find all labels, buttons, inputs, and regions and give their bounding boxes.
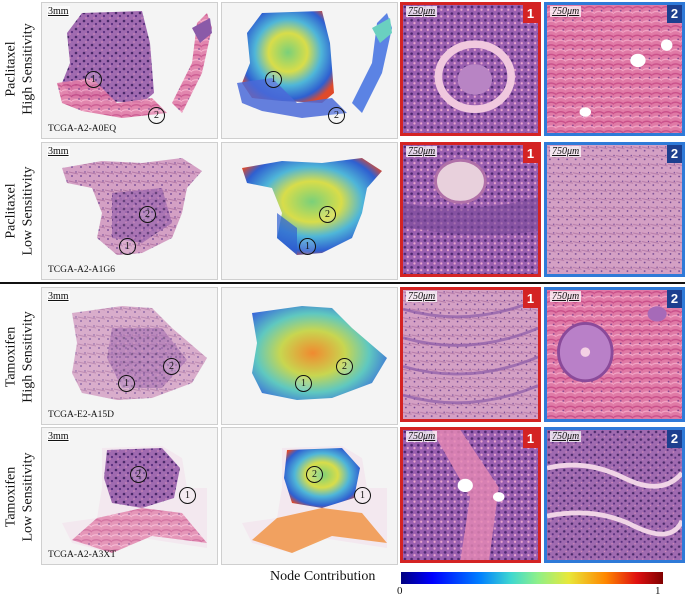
region-marker-1: 1 bbox=[299, 238, 316, 255]
tissue-shape bbox=[62, 446, 207, 553]
region-badge-1: 1 bbox=[523, 430, 538, 448]
region-badge-2: 2 bbox=[667, 5, 682, 23]
wsi-he-slide: 3mm 2 1 TCGA-A2-A1G6 bbox=[41, 142, 218, 280]
region-marker-2: 2 bbox=[163, 358, 180, 375]
region-marker-2: 2 bbox=[148, 107, 165, 124]
tissue-patch bbox=[403, 290, 538, 419]
region-badge-2: 2 bbox=[667, 430, 682, 448]
patch-scale: 750μm bbox=[550, 6, 582, 17]
patch-region-2: 750μm 2 bbox=[544, 427, 685, 563]
tissue-patch bbox=[403, 430, 538, 560]
wsi-he-slide: 3mm 2 1 TCGA-E2-A15D bbox=[41, 287, 218, 425]
patch-region-2: 750μm 2 bbox=[544, 142, 685, 277]
wsi-heatmap: 2 1 bbox=[221, 287, 398, 425]
tissue-shape bbox=[62, 158, 202, 255]
tissue-patch bbox=[403, 145, 538, 274]
wsi-he-slide: 3mm 2 1 TCGA-A2-A3XT bbox=[41, 427, 218, 565]
tissue-patch bbox=[547, 430, 682, 560]
row-label-paclitaxel-high: Paclitaxel High Sensitivity bbox=[4, 22, 36, 115]
region-marker-1: 1 bbox=[119, 238, 136, 255]
region-marker-2: 2 bbox=[306, 466, 323, 483]
case-id: TCGA-A2-A0EQ bbox=[48, 124, 117, 134]
region-marker-1: 1 bbox=[179, 487, 196, 504]
patch-region-1: 750μm 1 bbox=[400, 2, 541, 136]
region-badge-1: 1 bbox=[523, 5, 538, 23]
region-badge-1: 1 bbox=[523, 145, 538, 163]
wsi-heatmap: 2 1 bbox=[221, 142, 398, 280]
colorbar bbox=[401, 572, 663, 584]
patch-scale: 750μm bbox=[550, 291, 582, 302]
tissue-patch bbox=[547, 5, 682, 133]
patch-scale: 750μm bbox=[550, 431, 582, 442]
region-marker-1: 1 bbox=[354, 487, 371, 504]
heatmap-shape bbox=[252, 306, 387, 400]
section-divider bbox=[0, 282, 685, 284]
patch-scale: 750μm bbox=[406, 291, 438, 302]
tissue-patch bbox=[403, 5, 538, 133]
region-marker-2: 2 bbox=[139, 206, 156, 223]
region-marker-1: 1 bbox=[118, 375, 135, 392]
patch-scale: 750μm bbox=[406, 6, 438, 17]
colorbar-label: Node Contribution bbox=[270, 569, 376, 584]
region-badge-2: 2 bbox=[667, 290, 682, 308]
tissue-patch bbox=[547, 145, 682, 274]
wsi-he-slide: 3mm 1 2 TCGA-A2-A0EQ bbox=[41, 2, 218, 139]
patch-region-1: 750μm 1 bbox=[400, 427, 541, 563]
region-marker-1: 1 bbox=[265, 71, 282, 88]
region-badge-1: 1 bbox=[523, 290, 538, 308]
row-label-paclitaxel-low: Paclitaxel Low Sensitivity bbox=[4, 165, 36, 256]
region-badge-2: 2 bbox=[667, 145, 682, 163]
patch-region-2: 750μm 2 bbox=[544, 2, 685, 136]
case-id: TCGA-A2-A1G6 bbox=[48, 265, 116, 275]
wsi-heatmap: 2 1 bbox=[221, 427, 398, 565]
row-label-tamoxifen-low: Tamoxifen Low Sensitivity bbox=[4, 452, 36, 542]
patch-region-1: 750μm 1 bbox=[400, 142, 541, 277]
tissue-shape bbox=[72, 306, 207, 400]
patch-region-2: 750μm 2 bbox=[544, 287, 685, 422]
patch-scale: 750μm bbox=[406, 146, 438, 157]
case-id: TCGA-E2-A15D bbox=[48, 410, 114, 420]
heatmap-shape bbox=[242, 158, 382, 255]
patch-scale: 750μm bbox=[550, 146, 582, 157]
region-marker-1: 1 bbox=[295, 375, 312, 392]
region-marker-2: 2 bbox=[336, 358, 353, 375]
region-marker-2: 2 bbox=[319, 206, 336, 223]
heatmap-shape bbox=[242, 446, 387, 553]
scale-bar: 3mm bbox=[47, 431, 70, 442]
row-label-tamoxifen-high: Tamoxifen High Sensitivity bbox=[4, 311, 36, 403]
heatmap-shape bbox=[237, 11, 392, 118]
region-marker-2: 2 bbox=[130, 466, 147, 483]
scale-bar: 3mm bbox=[47, 146, 70, 157]
patch-scale: 750μm bbox=[406, 431, 438, 442]
colorbar-max: 1 bbox=[655, 585, 661, 597]
patch-region-1: 750μm 1 bbox=[400, 287, 541, 422]
scale-bar: 3mm bbox=[47, 6, 70, 17]
region-marker-1: 1 bbox=[85, 71, 102, 88]
region-marker-2: 2 bbox=[328, 107, 345, 124]
tissue-patch bbox=[547, 290, 682, 419]
tissue-shape bbox=[57, 11, 212, 118]
case-id: TCGA-A2-A3XT bbox=[48, 550, 117, 560]
scale-bar: 3mm bbox=[47, 291, 70, 302]
colorbar-min: 0 bbox=[397, 585, 403, 597]
wsi-heatmap: 1 2 bbox=[221, 2, 398, 139]
